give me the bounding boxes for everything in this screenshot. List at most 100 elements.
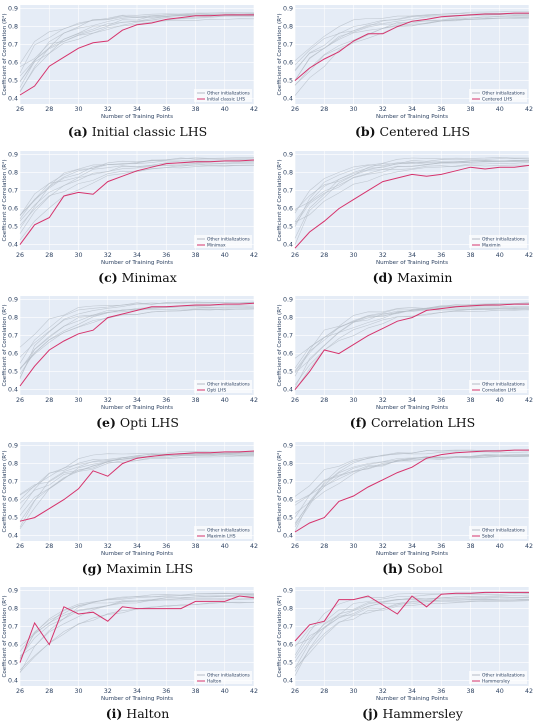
x-tick-label: 32: [104, 106, 112, 113]
x-axis-title: Number of Training Points: [101, 114, 173, 120]
other-initialization-line: [294, 16, 530, 86]
other-initialization-line: [294, 455, 530, 514]
y-tick-label: 0.6: [283, 642, 293, 649]
x-tick-label: 26: [291, 688, 299, 695]
y-tick-label: 0.6: [283, 496, 293, 503]
other-initialization-line: [19, 13, 254, 64]
x-tick-label: 42: [250, 543, 258, 550]
other-initialization-line: [294, 307, 530, 372]
legend-label-other: Other initializations: [482, 673, 526, 679]
y-axis-title: Coefficient of Correlation (R²): [1, 305, 8, 387]
caption-f: (f) Correlation LHS: [349, 415, 476, 431]
y-tick-label: 0.7: [283, 478, 293, 485]
y-tick-label: 0.7: [283, 333, 293, 340]
chart-c: 0.4 0.5 0.6 0.7 0.8 0.9 26 28 30 32 34 36 38 40 42 Numb…: [1, 150, 258, 266]
caption-d: (d) Maximin: [372, 269, 453, 285]
other-initialization-line: [294, 303, 530, 359]
x-tick-label: 40: [221, 397, 229, 404]
x-tick-label: 38: [466, 543, 474, 550]
highlight-series-line: [294, 12, 529, 81]
x-tick-label: 40: [496, 688, 504, 695]
legend-box: [469, 525, 527, 539]
x-tick-label: 34: [133, 688, 141, 695]
chart-h: 0.4 0.5 0.6 0.7 0.8 0.9 26 28 30 32 34 36 38 40 42 Numb…: [276, 441, 533, 557]
x-axis-title: Number of Training Points: [101, 696, 173, 702]
other-initialization-line: [19, 450, 255, 510]
y-tick-label: 0.5: [8, 660, 18, 667]
y-tick-label: 0.5: [8, 514, 18, 521]
other-initialization-line: [294, 309, 530, 373]
other-initialization-line: [19, 454, 254, 500]
x-tick-label: 36: [437, 106, 445, 113]
x-tick-label: 42: [525, 543, 533, 550]
x-axis-title: Number of Training Points: [376, 114, 448, 120]
legend-box: [469, 380, 527, 394]
x-tick-label: 40: [496, 106, 504, 113]
panel-f: 0.4 0.5 0.6 0.7 0.8 0.9 26 28 30 32 34 36 38 40 42 Numb…: [275, 291, 550, 437]
other-initialization-line: [294, 156, 530, 227]
x-axis-title: Number of Training Points: [101, 551, 173, 557]
x-tick-label: 40: [221, 543, 229, 550]
x-tick-label: 36: [437, 397, 445, 404]
x-tick-label: 26: [16, 543, 24, 550]
x-tick-label: 32: [104, 252, 112, 259]
legend-label-highlight: Maximin LHS: [207, 533, 236, 539]
legend-box: [194, 671, 252, 685]
y-tick-label: 0.9: [283, 588, 293, 595]
x-axis-title: Number of Training Points: [101, 405, 173, 411]
x-tick-label: 30: [349, 688, 357, 695]
other-initialization-line: [294, 454, 530, 524]
x-tick-label: 34: [133, 252, 141, 259]
y-axis-title: Coefficient of Correlation (R²): [1, 159, 8, 241]
y-tick-label: 0.8: [283, 24, 293, 31]
y-tick-label: 0.6: [8, 351, 18, 358]
x-axis-title: Number of Training Points: [376, 551, 448, 557]
highlight-series-line: [294, 449, 529, 533]
x-tick-label: 28: [320, 106, 328, 113]
x-tick-label: 38: [466, 252, 474, 259]
chart-g: 0.4 0.5 0.6 0.7 0.8 0.9 26 28 30 32 34 36 38 40 42 Numb…: [1, 441, 258, 557]
x-tick-label: 34: [408, 106, 416, 113]
x-tick-label: 42: [250, 106, 258, 113]
x-tick-label: 32: [379, 688, 387, 695]
other-initialization-line: [19, 12, 255, 74]
x-tick-label: 38: [191, 252, 199, 259]
y-tick-label: 0.5: [283, 78, 293, 85]
legend-box: [469, 89, 527, 102]
x-tick-label: 30: [349, 543, 357, 550]
chart-a: 0.4 0.5 0.6 0.7 0.8 0.9 26 28 30 32 34 36 38 40 42 Numb…: [1, 5, 258, 120]
panel-g: 0.4 0.5 0.6 0.7 0.8 0.9 26 28 30 32 34 36 38 40 42 Numb…: [0, 437, 275, 583]
x-tick-label: 40: [496, 543, 504, 550]
panel-b: 0.4 0.5 0.6 0.7 0.8 0.9 26 28 30 32 34 36 38 40 42 Numb…: [275, 0, 550, 146]
x-tick-label: 28: [45, 688, 53, 695]
y-tick-label: 0.9: [8, 151, 18, 158]
y-tick-label: 0.8: [283, 315, 293, 322]
legend-box: [194, 89, 252, 102]
x-axis-title: Number of Training Points: [376, 405, 448, 411]
legend-label-highlight: Hammersley: [482, 679, 510, 685]
x-axis-title: Number of Training Points: [376, 260, 448, 266]
x-tick-label: 32: [379, 252, 387, 259]
legend-label-other: Other initializations: [207, 527, 251, 533]
other-initialization-line: [19, 594, 255, 657]
highlight-series-line: [19, 595, 255, 664]
other-initialization-line: [19, 157, 255, 229]
x-tick-label: 32: [379, 106, 387, 113]
x-tick-label: 28: [45, 252, 53, 259]
x-tick-label: 32: [104, 543, 112, 550]
y-tick-label: 0.9: [283, 151, 293, 158]
y-tick-label: 0.4: [283, 387, 293, 394]
x-tick-label: 34: [408, 688, 416, 695]
other-initialization-line: [294, 159, 530, 222]
legend-box: [194, 525, 252, 539]
x-tick-label: 28: [320, 543, 328, 550]
x-tick-label: 38: [466, 397, 474, 404]
x-tick-label: 36: [162, 397, 170, 404]
other-initialization-line: [294, 12, 530, 61]
x-tick-label: 26: [291, 106, 299, 113]
other-initialization-line: [294, 307, 530, 391]
x-tick-label: 40: [221, 688, 229, 695]
x-tick-label: 34: [133, 397, 141, 404]
legend-label-other: Other initializations: [207, 673, 251, 679]
legend-box: [469, 234, 527, 248]
